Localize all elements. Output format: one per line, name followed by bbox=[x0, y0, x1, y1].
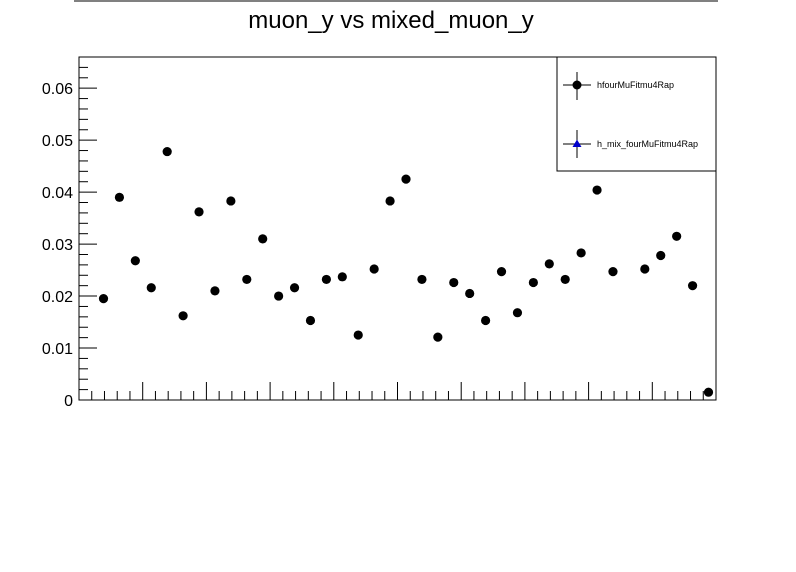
data-point bbox=[401, 174, 411, 184]
data-point bbox=[528, 277, 538, 288]
chart-title: muon_y vs mixed_muon_y bbox=[248, 7, 533, 34]
data-point bbox=[672, 231, 682, 241]
legend-marker-1-circle bbox=[572, 80, 582, 90]
data-point bbox=[337, 272, 347, 282]
data-point bbox=[178, 311, 188, 321]
data-point bbox=[274, 291, 284, 301]
data-point bbox=[544, 259, 554, 269]
y-tick-label: 0.03 bbox=[42, 237, 73, 254]
y-tick-label: 0 bbox=[64, 393, 73, 410]
data-point bbox=[130, 256, 140, 266]
data-point bbox=[433, 332, 443, 342]
x-axis bbox=[78, 382, 717, 400]
legend: hfourMuFitmu4Rap h_mix_fourMuFitmu4Rap bbox=[556, 56, 717, 172]
data-point bbox=[210, 286, 220, 296]
data-point bbox=[417, 274, 427, 285]
data-point bbox=[608, 267, 618, 277]
y-axis: 0 0.01 0.02 0.03 0.04 0.05 0.06 bbox=[42, 56, 97, 410]
data-point bbox=[385, 196, 395, 206]
data-point bbox=[576, 248, 586, 258]
data-point bbox=[258, 234, 268, 244]
legend-marker-2-triangle bbox=[572, 139, 582, 147]
y-tick-label: 0.05 bbox=[42, 133, 73, 150]
data-point bbox=[321, 274, 331, 285]
data-point bbox=[369, 264, 379, 274]
data-point bbox=[449, 277, 459, 288]
y-tick-label: 0.02 bbox=[42, 289, 73, 306]
data-point bbox=[481, 315, 491, 326]
data-point bbox=[162, 146, 172, 157]
data-point bbox=[640, 264, 650, 274]
data-point bbox=[114, 192, 125, 202]
y-tick-label: 0.04 bbox=[42, 185, 73, 202]
data-point bbox=[353, 330, 363, 340]
data-points bbox=[98, 146, 714, 397]
data-point bbox=[560, 274, 570, 285]
data-point bbox=[194, 207, 204, 217]
data-point bbox=[656, 250, 666, 261]
data-point bbox=[592, 185, 602, 195]
data-point bbox=[512, 308, 523, 318]
legend-label-2: h_mix_fourMuFitmu4Rap bbox=[597, 139, 698, 149]
legend-label-1: hfourMuFitmu4Rap bbox=[597, 80, 674, 90]
data-point bbox=[496, 267, 507, 277]
data-point bbox=[465, 288, 475, 299]
data-point bbox=[687, 281, 698, 291]
y-tick-label: 0.06 bbox=[42, 81, 73, 98]
legend-box bbox=[556, 56, 717, 172]
data-point bbox=[289, 283, 300, 293]
data-point bbox=[226, 196, 236, 206]
data-point bbox=[703, 387, 714, 397]
data-point bbox=[98, 294, 109, 304]
data-point bbox=[305, 315, 316, 326]
data-point bbox=[242, 274, 252, 285]
data-point bbox=[146, 283, 156, 293]
y-tick-label: 0.01 bbox=[42, 341, 73, 358]
